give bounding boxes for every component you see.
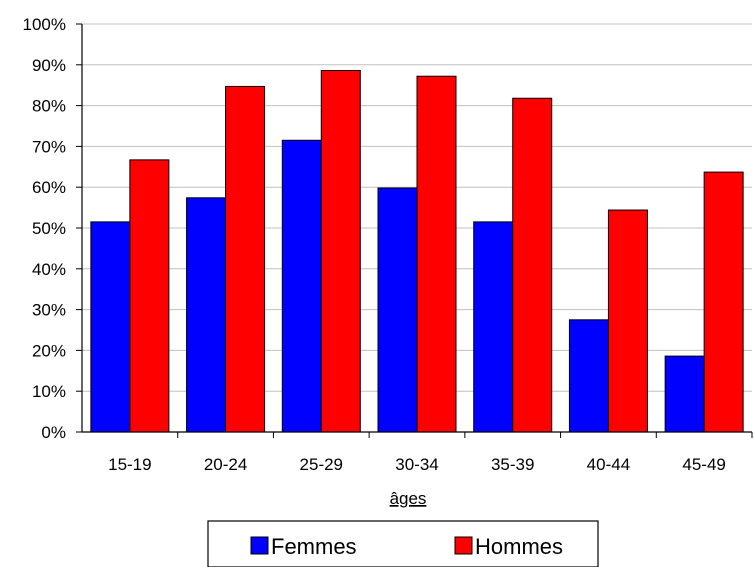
bar-hommes xyxy=(607,209,648,433)
bar-femmes xyxy=(90,221,131,433)
bar-hommes xyxy=(416,75,457,433)
bar-femmes xyxy=(281,139,322,433)
legend: Femmes Hommes xyxy=(207,520,599,567)
y-tick-label: 10% xyxy=(32,382,66,401)
bar-femmes xyxy=(377,187,418,433)
legend-label-hommes: Hommes xyxy=(475,534,563,559)
bar-hommes xyxy=(512,97,553,433)
x-axis-title: âges xyxy=(390,489,427,508)
legend-label-femmes: Femmes xyxy=(271,534,357,559)
bar-femmes xyxy=(568,319,609,433)
x-tick-labels: 15-19 20-24 25-29 30-34 35-39 40-44 45-49 xyxy=(108,455,726,474)
y-tick-label: 20% xyxy=(32,341,66,360)
x-tick-label: 45-49 xyxy=(682,455,725,474)
axes xyxy=(76,23,753,438)
bar-femmes xyxy=(664,355,705,433)
bar-hommes xyxy=(320,70,361,433)
x-tick-label: 15-19 xyxy=(108,455,151,474)
legend-swatch-femmes xyxy=(250,536,269,555)
bars xyxy=(90,70,744,433)
legend-box xyxy=(207,520,599,567)
y-tick-label: 0% xyxy=(41,423,66,442)
y-tick-label: 90% xyxy=(32,56,66,75)
x-tick-label: 25-29 xyxy=(300,455,343,474)
y-tick-label: 50% xyxy=(32,219,66,238)
x-tick-label: 30-34 xyxy=(395,455,438,474)
bar-femmes xyxy=(473,221,514,433)
x-tick-label: 35-39 xyxy=(491,455,534,474)
x-tick-label: 40-44 xyxy=(587,455,630,474)
y-tick-labels: 0% 10% 20% 30% 40% 50% 60% 70% 80% 90% 100% xyxy=(23,15,66,442)
y-tick-label: 70% xyxy=(32,137,66,156)
bar-hommes xyxy=(703,171,744,433)
bar-femmes xyxy=(186,197,227,433)
y-tick-label: 60% xyxy=(32,178,66,197)
y-tick-label: 40% xyxy=(32,260,66,279)
bar-hommes xyxy=(225,85,266,433)
y-tick-label: 80% xyxy=(32,97,66,116)
bar-hommes xyxy=(129,159,170,433)
legend-swatch-hommes xyxy=(454,536,473,555)
x-tick-label: 20-24 xyxy=(204,455,247,474)
y-tick-label: 30% xyxy=(32,301,66,320)
y-tick-label: 100% xyxy=(23,15,66,34)
